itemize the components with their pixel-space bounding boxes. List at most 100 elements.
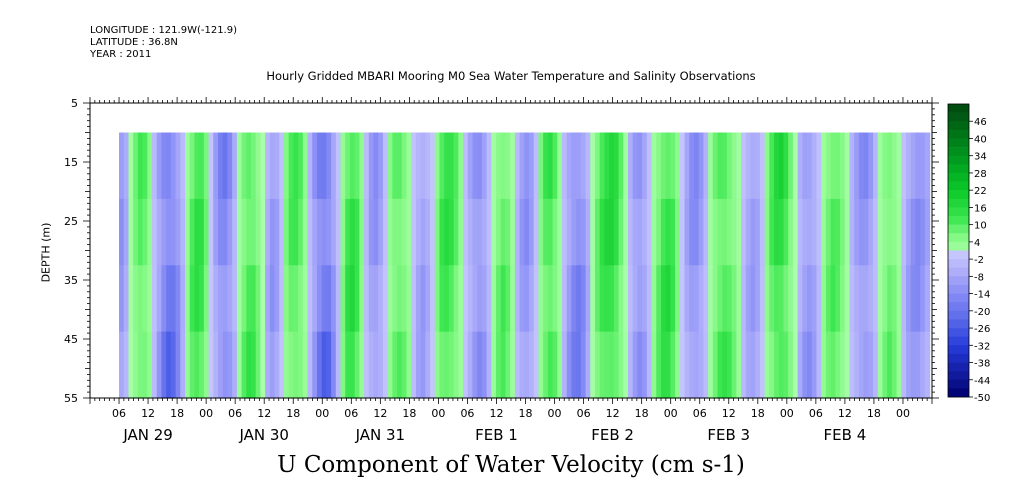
heatmap-cell (279, 265, 285, 333)
heatmap-cell (496, 198, 502, 266)
heatmap-cell (218, 132, 224, 200)
heatmap-cell (698, 198, 704, 266)
heatmap-cell (387, 331, 393, 399)
heatmap-cell (133, 132, 139, 200)
heatmap-cell (425, 132, 431, 200)
heatmap-cell (571, 198, 577, 266)
heatmap-cell (496, 265, 502, 333)
heatmap-cell (387, 132, 393, 200)
heatmap-cell (693, 198, 700, 266)
heatmap-cell (915, 132, 921, 200)
heatmap-cell (472, 331, 478, 399)
heatmap-cell (496, 132, 502, 200)
colorbar-label: -32 (974, 341, 990, 352)
heatmap-cell (298, 265, 304, 333)
heatmap-cell (227, 265, 233, 333)
heatmap-cell (312, 198, 318, 266)
heatmap-cell (623, 331, 629, 399)
heatmap-cell (726, 132, 733, 200)
heatmap-cell (712, 198, 719, 266)
colorbar-band (948, 155, 969, 165)
heatmap-cell (340, 198, 346, 266)
heatmap-cell (147, 132, 153, 200)
heatmap-cell (514, 331, 521, 399)
heatmap-cell (265, 132, 271, 200)
heatmap-cell (415, 198, 422, 266)
heatmap-cell (807, 331, 813, 399)
x-hour-tick-label: 18 (751, 407, 765, 420)
x-hour-tick-label: 06 (809, 407, 823, 420)
heatmap-cell (444, 331, 450, 399)
heatmap-cell (571, 331, 577, 399)
heatmap-cell (807, 198, 813, 266)
heatmap-cell (481, 331, 488, 399)
heatmap-cell (307, 265, 313, 333)
heatmap-cell (920, 198, 926, 266)
heatmap-cell (604, 265, 610, 333)
heatmap-cell (585, 331, 591, 399)
heatmap-cell (854, 132, 860, 200)
heatmap-cell (821, 132, 827, 200)
heatmap-cell (472, 198, 478, 266)
heatmap-cell (142, 265, 148, 333)
heatmap-cell (891, 331, 898, 399)
heatmap-cell (345, 132, 351, 200)
colorbar-band (948, 198, 969, 208)
heatmap-cell (161, 265, 167, 333)
heatmap-cell (359, 132, 365, 200)
colorbar-label: -20 (974, 307, 990, 318)
heatmap-cell (896, 132, 902, 200)
heatmap-cell (774, 132, 780, 200)
heatmap-cell (378, 265, 384, 333)
heatmap-cell (269, 198, 276, 266)
heatmap-cell (627, 265, 634, 333)
heatmap-cell (425, 331, 431, 399)
longitude-label: LONGITUDE : 121.9W(-121.9) (90, 25, 237, 36)
heatmap-cell (750, 198, 756, 266)
colorbar-band (948, 224, 969, 234)
heatmap-cell (825, 331, 832, 399)
heatmap-cell (910, 331, 917, 399)
heatmap-cell (712, 132, 719, 200)
heatmap-cell (246, 331, 252, 399)
heatmap-cell (128, 198, 134, 266)
heatmap-cell (510, 331, 516, 399)
heatmap-cell (915, 331, 921, 399)
heatmap-cell (260, 198, 266, 266)
heatmap-cell (552, 132, 558, 200)
heatmap-cell (529, 265, 535, 333)
heatmap-cell (298, 331, 304, 399)
heatmap-cell (759, 331, 766, 399)
heatmap-cell (802, 132, 808, 200)
heatmap-cell (199, 331, 205, 399)
heatmap-cell (609, 331, 615, 399)
heatmap-cell (566, 198, 573, 266)
heatmap-cell (868, 265, 874, 333)
colorbar-band (948, 190, 969, 200)
heatmap-cell (627, 198, 634, 266)
heatmap-cell (359, 331, 365, 399)
heatmap-cell (401, 198, 408, 266)
heatmap-cell (609, 132, 615, 200)
heatmap-cell (142, 198, 148, 266)
heatmap-cell (618, 198, 624, 266)
heatmap-cell (684, 198, 690, 266)
heatmap-cell (288, 132, 294, 200)
heatmap-cell (854, 198, 860, 266)
heatmap-cell (858, 265, 865, 333)
heatmap-cell (807, 132, 813, 200)
heatmap-cell (854, 265, 860, 333)
heatmap-cell (731, 132, 737, 200)
heatmap-cell (133, 265, 139, 333)
heatmap-cell (288, 331, 294, 399)
heatmap-cell (745, 331, 752, 399)
heatmap-cell (533, 132, 540, 200)
heatmap-cell (788, 198, 794, 266)
heatmap-cell (774, 265, 780, 333)
heatmap-cell (736, 132, 742, 200)
heatmap-cell (599, 331, 606, 399)
heatmap-cell (741, 265, 747, 333)
heatmap-cell (406, 198, 412, 266)
heatmap-cell (373, 132, 379, 200)
heatmap-cell (660, 132, 667, 200)
